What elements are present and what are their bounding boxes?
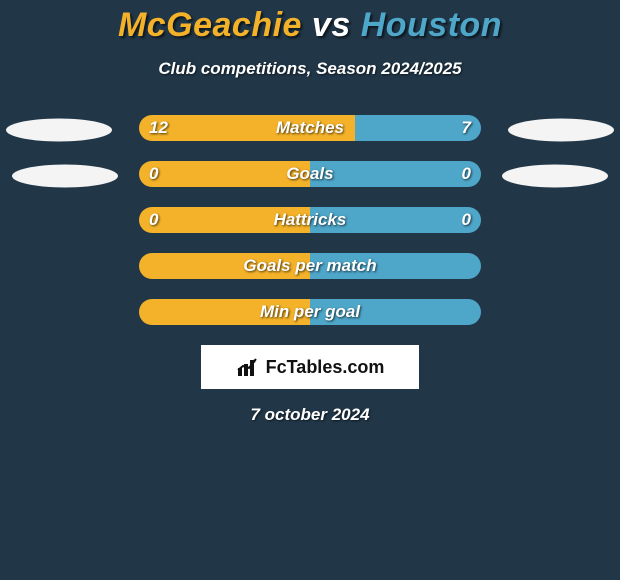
player2-name: Houston bbox=[361, 6, 502, 44]
bar-area: Min per goal bbox=[139, 299, 481, 325]
bar-left bbox=[139, 207, 310, 233]
bar-right bbox=[310, 207, 481, 233]
bar-right bbox=[310, 253, 481, 279]
bar-value-left: 12 bbox=[149, 115, 168, 141]
player1-badge bbox=[12, 165, 118, 188]
stat-row: Hattricks00 bbox=[0, 207, 620, 233]
bar-left bbox=[139, 161, 310, 187]
stat-rows: Matches127Goals00Hattricks00Goals per ma… bbox=[0, 115, 620, 325]
stat-row: Matches127 bbox=[0, 115, 620, 141]
logo-badge: FcTables.com bbox=[201, 345, 419, 389]
player2-badge bbox=[508, 119, 614, 142]
stat-row: Goals00 bbox=[0, 161, 620, 187]
bar-value-right: 7 bbox=[462, 115, 471, 141]
bar-value-right: 0 bbox=[462, 207, 471, 233]
bar-area: Goals per match bbox=[139, 253, 481, 279]
logo-text: FcTables.com bbox=[266, 357, 385, 378]
bar-value-right: 0 bbox=[462, 161, 471, 187]
bar-right bbox=[310, 161, 481, 187]
player1-badge bbox=[6, 119, 112, 142]
bar-area: Goals00 bbox=[139, 161, 481, 187]
bar-value-left: 0 bbox=[149, 161, 158, 187]
stat-row: Min per goal bbox=[0, 299, 620, 325]
stat-row: Goals per match bbox=[0, 253, 620, 279]
bar-value-left: 0 bbox=[149, 207, 158, 233]
date-label: 7 october 2024 bbox=[0, 405, 620, 425]
player1-name: McGeachie bbox=[118, 6, 302, 44]
subtitle: Club competitions, Season 2024/2025 bbox=[0, 59, 620, 79]
player2-badge bbox=[502, 165, 608, 188]
chart-icon bbox=[236, 356, 262, 378]
comparison-card: McGeachie vs Houston Club competitions, … bbox=[0, 0, 620, 580]
bar-area: Hattricks00 bbox=[139, 207, 481, 233]
bar-left bbox=[139, 115, 355, 141]
bar-right bbox=[310, 299, 481, 325]
bar-area: Matches127 bbox=[139, 115, 481, 141]
bar-left bbox=[139, 299, 310, 325]
page-title: McGeachie vs Houston bbox=[0, 6, 620, 45]
vs-text: vs bbox=[312, 6, 351, 44]
bar-left bbox=[139, 253, 310, 279]
